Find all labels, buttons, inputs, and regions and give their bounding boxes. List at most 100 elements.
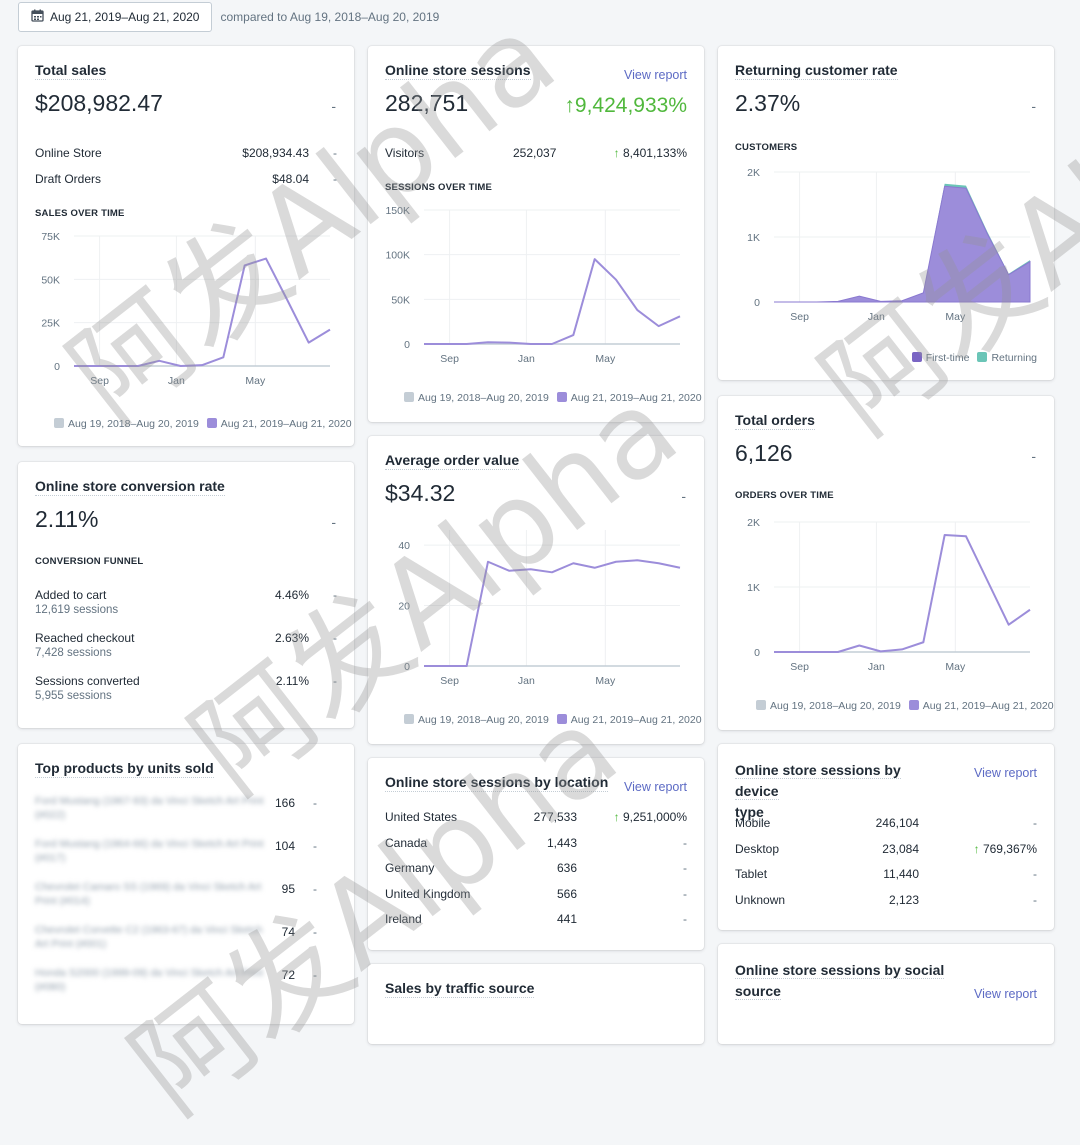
card-title: Total sales [35, 62, 107, 80]
total-orders-card: Total orders 6,126 - ORDERS OVER TIME 0 1… [718, 396, 1054, 730]
row-value: $48.04 [272, 172, 309, 186]
row-value: 636 [556, 861, 577, 875]
compare-text: compared to Aug 19, 2018–Aug 20, 2019 [220, 10, 440, 24]
sales-over-time-chart: 0 25K 50K 75K Sep Jan May [41, 231, 331, 387]
chart-caption: ORDERS OVER TIME [735, 490, 834, 501]
date-range-label: Aug 21, 2019–Aug 21, 2020 [50, 10, 200, 24]
funnel-step: Added to cart 12,619 sessions 4.46% - [35, 588, 337, 616]
row-change: - [1033, 892, 1037, 907]
row-value: 277,533 [533, 810, 577, 824]
product-units: 95 [281, 882, 295, 896]
sessions-by-device-card: Online store sessions by device type Vie… [718, 744, 1054, 930]
x-tick-label: Sep [440, 675, 459, 687]
product-row[interactable]: Ford Mustang (1964-66) da Vinci Sketch A… [35, 837, 337, 865]
x-tick-label: Sep [790, 661, 809, 673]
calendar-icon [31, 9, 44, 25]
legend-item-previous: Aug 19, 2018–Aug 20, 2019 [404, 714, 549, 726]
table-row: Mobile 246,104 - [735, 816, 1037, 830]
legend-item-previous: Aug 19, 2018–Aug 20, 2019 [756, 700, 901, 712]
product-name: Chevrolet Corvette C2 (1963-67) da Vinci… [35, 924, 263, 950]
y-tick-label: 100K [385, 250, 410, 262]
y-tick-label: 20 [398, 601, 410, 613]
x-tick-label: Jan [868, 661, 885, 673]
average-order-value-card: Average order value $34.32 - 0 20 40 Sep Jan… [368, 436, 704, 744]
orders-over-time-chart: 0 1K 2K Sep Jan May [747, 517, 1031, 673]
sales-by-traffic-source-card: Sales by traffic source [368, 964, 704, 1044]
funnel-step: Sessions converted 5,955 sessions 2.11% … [35, 674, 337, 702]
y-tick-label: 2K [747, 517, 760, 529]
view-report-link[interactable]: View report [974, 987, 1037, 1001]
returning-customer-card: Returning customer rate 2.37% - CUSTOMER… [718, 46, 1054, 380]
x-tick-label: May [945, 311, 966, 323]
row-value: 441 [556, 912, 577, 926]
row-value: 23,084 [882, 841, 919, 856]
row-label: Germany [385, 861, 435, 875]
date-range-button[interactable]: Aug 21, 2019–Aug 21, 2020 [18, 2, 213, 32]
product-row[interactable]: Chevrolet Camaro SS (1969) da Vinci Sket… [35, 880, 337, 908]
conversion-change: - [331, 514, 336, 530]
row-change: ↑ 9,251,000% [613, 810, 687, 824]
orders-change: - [1031, 448, 1036, 464]
sessions-card: Online store sessions View report 282,75… [368, 46, 704, 422]
total-sales-card: Total sales $208,982.47 - Online Store $… [18, 46, 354, 446]
step-label: Added to cart [35, 588, 107, 602]
x-tick-label: May [945, 661, 966, 673]
product-name: Ford Mustang (1964-66) da Vinci Sketch A… [35, 838, 264, 864]
legend-item-current: Aug 21, 2019–Aug 21, 2020 [908, 700, 1054, 712]
row-value: 2,123 [888, 892, 919, 907]
product-row[interactable]: Honda S2000 (1999-09) da Vinci Sketch Ar… [35, 966, 337, 994]
product-row[interactable]: Chevrolet Corvette C2 (1963-67) da Vinci… [35, 923, 337, 951]
row-label: Canada [385, 835, 428, 850]
arrow-up-icon: ↑ [973, 841, 983, 856]
row-label: Draft Orders [35, 172, 102, 186]
product-units: 166 [274, 796, 295, 810]
row-change: ↑ 8,401,133% [613, 146, 687, 160]
x-tick-label: Jan [518, 353, 535, 365]
card-title: Online store sessions by location [385, 774, 609, 792]
x-tick-label: Jan [868, 311, 885, 323]
arrow-up-icon: ↑ [564, 94, 575, 117]
y-tick-label: 0 [754, 297, 760, 309]
legend-item-previous: Aug 19, 2018–Aug 20, 2019 [54, 418, 199, 430]
y-tick-label: 2K [747, 167, 760, 179]
row-label: United States [385, 810, 458, 824]
x-tick-label: May [595, 675, 616, 687]
sessions-over-time-chart: 0 50K 100K 150K Sep Jan May [385, 205, 681, 365]
view-report-link[interactable]: View report [624, 68, 687, 82]
total-sales-value: $208,982.47 [35, 90, 163, 116]
chart-legend: Aug 19, 2018–Aug 20, 2019 Aug 21, 2019–A… [54, 418, 352, 430]
product-change: - [313, 882, 317, 896]
view-report-link[interactable]: View report [624, 780, 687, 794]
y-tick-label: 1K [747, 232, 760, 244]
arrow-up-icon: ↑ [613, 146, 623, 160]
card-title: Sales by traffic source [385, 980, 535, 998]
step-sessions: 5,955 sessions [35, 690, 112, 702]
row-label: United Kingdom [385, 886, 471, 901]
product-row[interactable]: Ford Mustang (1967-93) da Vinci Sketch A… [35, 794, 337, 822]
row-change: ↑ 769,367% [973, 841, 1037, 856]
row-change: - [333, 146, 337, 160]
table-row: Desktop 23,084 ↑ 769,367% [735, 842, 1037, 856]
y-tick-label: 50K [391, 294, 410, 306]
table-row: Ireland 441 - [385, 912, 687, 926]
row-value: 11,440 [883, 867, 919, 881]
y-tick-label: 50K [41, 274, 60, 286]
conversion-rate-card: Online store conversion rate 2.11% - CON… [18, 462, 354, 728]
step-change: - [333, 631, 337, 645]
sessions-value: 282,751 [385, 90, 469, 116]
view-report-link[interactable]: View report [974, 766, 1037, 780]
legend-item-current: Aug 21, 2019–Aug 21, 2020 [206, 418, 352, 430]
card-title: Total orders [735, 412, 815, 430]
table-row: Unknown 2,123 - [735, 893, 1037, 907]
y-tick-label: 1K [747, 582, 760, 594]
aov-value: $34.32 [385, 480, 456, 506]
card-title: Online store conversion rate [35, 478, 225, 496]
product-name: Chevrolet Camaro SS (1969) da Vinci Sket… [35, 881, 262, 907]
y-tick-label: 0 [54, 361, 60, 373]
table-row: Canada 1,443 - [385, 836, 687, 850]
chart-legend: First-time Returning [911, 352, 1037, 364]
step-rate: 4.46% [274, 588, 309, 602]
sessions-change: ↑9,424,933% [564, 94, 687, 117]
returning-rate-value: 2.37% [735, 90, 801, 116]
average-order-value-chart: 0 20 40 Sep Jan May [398, 530, 681, 687]
